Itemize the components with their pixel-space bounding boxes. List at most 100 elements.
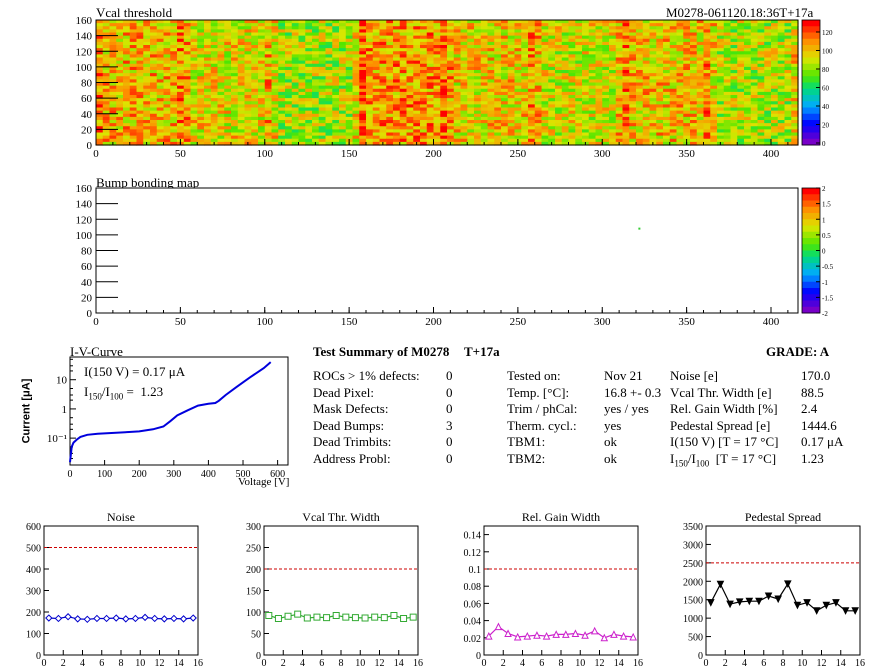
- map-x-tick-label: 400: [763, 316, 780, 328]
- map-cell: [204, 116, 212, 121]
- map-cell: [278, 54, 286, 59]
- map-y-tick-label: 60: [81, 93, 93, 105]
- map-cell: [244, 129, 252, 134]
- map-cell: [109, 38, 117, 43]
- map-cell: [258, 85, 266, 90]
- map-cell: [487, 66, 495, 71]
- map-cell: [440, 82, 448, 87]
- map-cell: [480, 85, 489, 90]
- map-cell: [777, 60, 786, 65]
- map-cell: [453, 60, 462, 65]
- map-cell: [433, 104, 441, 109]
- map-cell: [298, 73, 306, 77]
- map-cell: [487, 91, 495, 96]
- map-cell: [244, 38, 252, 43]
- map-cell: [170, 41, 178, 46]
- map-cell: [359, 38, 367, 43]
- map-cell: [433, 120, 441, 124]
- map-cell: [615, 85, 624, 90]
- map-cell: [582, 126, 590, 130]
- map-cell: [521, 129, 529, 134]
- map-cell: [305, 35, 313, 40]
- map-cell: [244, 123, 252, 127]
- map-cell: [352, 29, 360, 34]
- map-cell: [703, 29, 711, 34]
- map-cell: [258, 88, 266, 93]
- map-cell: [669, 29, 678, 34]
- map-cell: [102, 110, 111, 115]
- map-cell: [237, 120, 246, 124]
- chart-x-tick-label: 16: [193, 658, 203, 669]
- map-cell: [548, 123, 556, 127]
- map-cell: [649, 51, 657, 55]
- map-cell: [561, 132, 570, 137]
- map-cell: [312, 29, 320, 34]
- map-cell: [298, 32, 306, 37]
- map-cell: [757, 41, 765, 46]
- map-cell: [568, 132, 576, 137]
- map-y-tick-label: 0: [87, 140, 93, 152]
- chart-y-tick-label: 2500: [683, 559, 703, 570]
- map-cell: [258, 98, 266, 102]
- map-cell: [575, 41, 583, 46]
- map-cell: [210, 132, 219, 137]
- map-cell: [96, 70, 104, 74]
- map-cell: [345, 113, 354, 118]
- color-scale-bin: [802, 20, 820, 27]
- map-cell: [480, 110, 489, 115]
- map-cell: [494, 113, 502, 118]
- map-cell: [386, 135, 394, 140]
- chart-point: [735, 598, 744, 607]
- map-cell: [453, 29, 462, 34]
- map-cell: [352, 38, 360, 43]
- map-cell: [494, 35, 502, 40]
- summary-label: Trim / phCal:: [507, 401, 578, 416]
- map-cell: [298, 63, 306, 68]
- map-cell: [150, 70, 158, 74]
- map-cell: [683, 85, 691, 90]
- map-cell: [656, 60, 664, 65]
- map-cell: [791, 35, 799, 40]
- map-cell: [791, 113, 799, 118]
- map-cell: [440, 63, 448, 68]
- map-cell: [379, 104, 387, 109]
- map-cell: [197, 41, 205, 46]
- map-cell: [737, 35, 745, 40]
- map-cell: [372, 23, 381, 27]
- map-cell: [359, 57, 367, 62]
- map-cell: [710, 110, 718, 115]
- map-cell: [777, 138, 786, 143]
- map-cell: [210, 129, 219, 134]
- map-cell: [244, 60, 252, 65]
- map-cell: [501, 116, 509, 121]
- map-cell: [379, 45, 387, 49]
- map-cell: [528, 26, 536, 30]
- map-cell: [636, 120, 644, 124]
- map-cell: [156, 57, 165, 62]
- map-cell: [595, 57, 603, 62]
- color-scale-bin: [802, 88, 820, 96]
- map-cell: [514, 32, 522, 37]
- map-cell: [568, 141, 576, 146]
- map-cell: [588, 135, 597, 140]
- map-cell: [460, 98, 468, 102]
- map-cell: [433, 73, 441, 77]
- map-cell: [393, 57, 401, 62]
- map-cell: [642, 79, 651, 84]
- map-cell: [730, 88, 738, 93]
- map-cell: [501, 63, 509, 68]
- map-cell: [683, 82, 691, 87]
- iv-ann2-sub1: 150: [88, 391, 102, 402]
- chart-point: [784, 580, 792, 588]
- map-cell: [501, 98, 509, 102]
- map-cell: [433, 79, 441, 84]
- map-cell: [129, 45, 138, 49]
- map-cell: [123, 45, 131, 49]
- map-cell: [548, 54, 556, 59]
- map-cell: [487, 45, 495, 49]
- chart-x-tick-label: 8: [119, 658, 124, 669]
- chart-title: Vcal Thr. Width: [302, 510, 379, 524]
- map-cell: [602, 26, 610, 30]
- map-cell: [136, 35, 144, 40]
- map-cell: [271, 91, 279, 96]
